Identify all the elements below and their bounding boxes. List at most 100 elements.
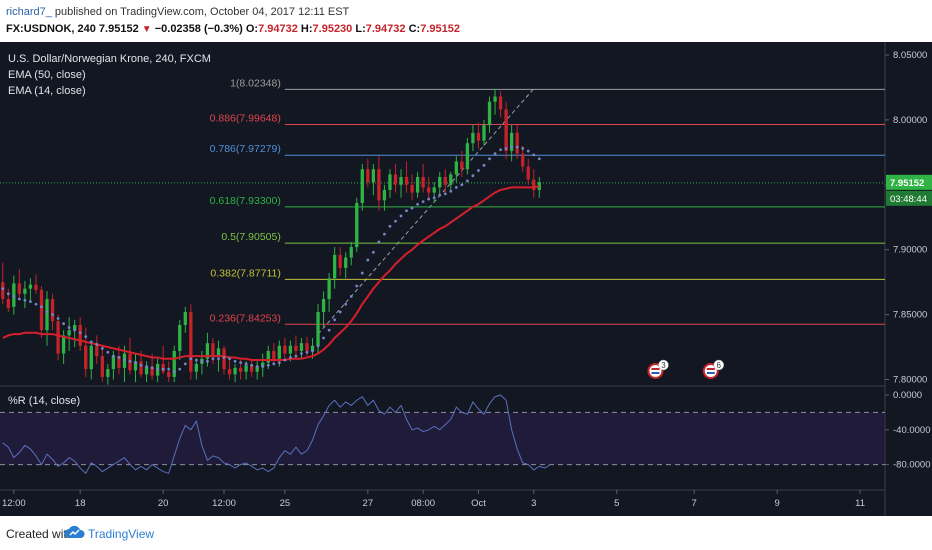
ema14-dot bbox=[294, 354, 298, 358]
low-value: 7.94732 bbox=[365, 23, 406, 35]
ema14-dot bbox=[1, 287, 5, 291]
ema14-dot bbox=[239, 361, 243, 365]
candle-down bbox=[150, 366, 154, 376]
ema14-dot bbox=[405, 209, 408, 213]
ema14-dot bbox=[106, 350, 110, 354]
candle-down bbox=[189, 312, 193, 372]
close-label: C: bbox=[408, 23, 421, 35]
candle-down bbox=[1, 282, 5, 300]
candle-up bbox=[310, 345, 315, 351]
candle-down bbox=[84, 345, 88, 370]
ema14-dot bbox=[111, 354, 115, 358]
price-tick-label: 8.05000 bbox=[893, 50, 927, 61]
candle-down bbox=[393, 174, 398, 185]
ema14-dot bbox=[515, 145, 519, 149]
ema14-dot bbox=[123, 358, 126, 362]
candle-up bbox=[261, 362, 265, 367]
chart-area[interactable]: 1(8.02348) 0.886(7.99648) 0.786(7.97279) 0.… bbox=[0, 42, 932, 516]
candle-up bbox=[111, 356, 116, 370]
date-tick-label: 5 bbox=[614, 498, 619, 509]
candle-up bbox=[45, 299, 49, 331]
ema14-dot bbox=[95, 343, 99, 346]
ema14-dot bbox=[316, 344, 320, 348]
ema14-dot bbox=[244, 362, 248, 366]
candle-up bbox=[255, 366, 259, 372]
ema14-dot bbox=[388, 224, 392, 228]
current-price-label: 7.95152 bbox=[890, 178, 924, 189]
date-tick-label: 20 bbox=[158, 498, 169, 509]
williams-r-pane bbox=[0, 394, 885, 475]
tradingview-cloud-icon[interactable] bbox=[64, 524, 86, 540]
ema14-dot bbox=[344, 302, 348, 306]
candle-up bbox=[415, 177, 420, 193]
price-tick-label: 7.90000 bbox=[893, 245, 927, 256]
down-triangle-icon: ▼ bbox=[141, 24, 152, 35]
tradingview-link[interactable]: TradingView bbox=[88, 527, 155, 541]
candle-up bbox=[23, 288, 27, 294]
created-with-text: Created with bbox=[6, 527, 74, 541]
candle-down bbox=[294, 345, 298, 351]
candle-down bbox=[95, 345, 99, 357]
ema14-dot bbox=[51, 313, 54, 317]
ema14-dot bbox=[488, 157, 491, 161]
ema14-dot bbox=[449, 189, 453, 193]
date-tick-label: 7 bbox=[692, 498, 697, 509]
ema14-dot bbox=[277, 361, 281, 365]
ema14-dot bbox=[172, 370, 176, 374]
fib-level-label: 1(8.02348) bbox=[230, 77, 281, 89]
ohlc-readout: FX:USDNOK, 240 7.95152 ▼ −0.02358 (−0.3%… bbox=[6, 23, 460, 35]
axes: 8.050008.000007.950007.900007.850007.800… bbox=[2, 50, 932, 509]
moving-averages bbox=[1, 145, 541, 374]
candle-down bbox=[521, 153, 525, 167]
ema14-dot bbox=[206, 359, 209, 363]
candle-up bbox=[277, 345, 281, 359]
ema14-dot bbox=[532, 153, 536, 157]
open-label: O: bbox=[245, 23, 259, 35]
candle-down bbox=[56, 321, 60, 354]
candle-down bbox=[39, 289, 44, 331]
date-tick-label: 12:00 bbox=[2, 498, 26, 509]
candle-down bbox=[421, 177, 425, 188]
ema14-dot bbox=[499, 148, 502, 152]
price-tick-label: 7.80000 bbox=[893, 375, 927, 386]
candle-down bbox=[272, 350, 276, 359]
candle-up bbox=[487, 101, 492, 126]
candle-down bbox=[100, 356, 104, 377]
candle-up bbox=[89, 345, 93, 370]
ema14-dot bbox=[465, 179, 469, 183]
date-tick-label: 3 bbox=[531, 498, 536, 509]
ema14-dot bbox=[432, 196, 436, 200]
flag-count-label: 3 bbox=[661, 361, 666, 370]
candle-up bbox=[233, 367, 237, 375]
candle-down bbox=[227, 369, 232, 375]
ema14-dot bbox=[200, 359, 204, 363]
date-tick-label: 08:00 bbox=[411, 498, 435, 509]
fibonacci-retracement[interactable]: 1(8.02348) 0.886(7.99648) 0.786(7.97279) 0.… bbox=[210, 77, 885, 335]
candle-down bbox=[283, 345, 287, 354]
candle-up bbox=[144, 366, 149, 375]
candle-up bbox=[454, 161, 458, 175]
ema14-dot bbox=[477, 169, 480, 172]
candle-up bbox=[299, 343, 304, 351]
published-text: published on TradingView.com, October 04… bbox=[54, 6, 350, 18]
candle-up bbox=[73, 324, 77, 331]
ema50-line bbox=[2, 185, 540, 362]
candle-down bbox=[211, 343, 215, 357]
candle-up bbox=[360, 169, 364, 203]
ema14-dot bbox=[311, 349, 314, 353]
candle-down bbox=[410, 184, 414, 193]
publish-info: richard7_ published on TradingView.com, … bbox=[6, 6, 349, 18]
candle-up bbox=[332, 254, 337, 279]
economic-event-flag-icon[interactable]: 3 bbox=[647, 359, 669, 379]
economic-event-flag-icon[interactable]: 6 bbox=[702, 359, 725, 379]
candle-down bbox=[498, 96, 503, 110]
ema14-dot bbox=[283, 358, 287, 362]
last-price: 7.95152 bbox=[98, 23, 139, 35]
ema14-dot bbox=[482, 163, 486, 167]
author-link[interactable]: richard7_ bbox=[6, 6, 52, 18]
ema14-dot bbox=[6, 292, 10, 296]
countdown-tag bbox=[886, 190, 932, 206]
ema14-dot bbox=[410, 206, 414, 210]
ema14-dot bbox=[438, 193, 442, 197]
